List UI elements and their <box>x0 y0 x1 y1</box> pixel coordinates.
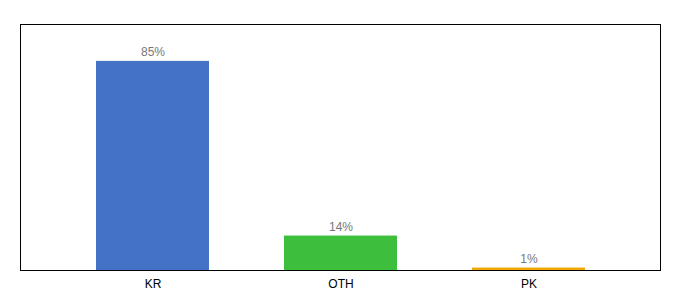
svg-text:OTH: OTH <box>328 277 353 291</box>
svg-text:KR: KR <box>145 277 162 291</box>
svg-text:85%: 85% <box>141 45 165 59</box>
svg-text:1%: 1% <box>520 252 538 266</box>
svg-text:PK: PK <box>521 277 537 291</box>
svg-text:14%: 14% <box>329 220 353 234</box>
